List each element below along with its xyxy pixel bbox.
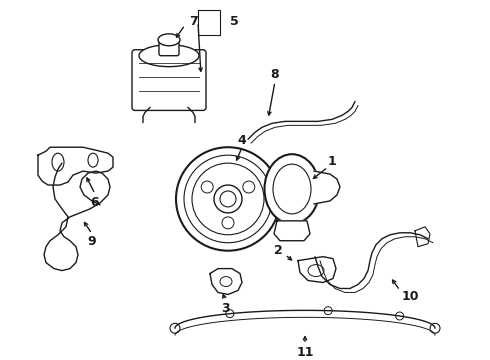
FancyBboxPatch shape	[159, 38, 179, 56]
Polygon shape	[274, 221, 310, 241]
Polygon shape	[210, 269, 242, 294]
Text: 5: 5	[230, 15, 238, 28]
Text: 8: 8	[270, 68, 279, 81]
Circle shape	[176, 147, 280, 251]
Circle shape	[226, 310, 234, 318]
Circle shape	[395, 312, 404, 320]
Polygon shape	[415, 227, 430, 247]
Circle shape	[220, 191, 236, 207]
Text: 3: 3	[220, 302, 229, 315]
Polygon shape	[298, 257, 336, 283]
Text: 1: 1	[328, 155, 336, 168]
Circle shape	[222, 217, 234, 229]
Circle shape	[430, 323, 440, 333]
Circle shape	[243, 181, 255, 193]
Polygon shape	[314, 171, 340, 204]
FancyBboxPatch shape	[132, 50, 206, 111]
Ellipse shape	[158, 34, 180, 46]
Ellipse shape	[139, 45, 199, 67]
Ellipse shape	[265, 154, 319, 224]
Text: 9: 9	[88, 235, 97, 248]
Polygon shape	[38, 147, 113, 185]
Text: 6: 6	[91, 197, 99, 210]
Text: 2: 2	[273, 244, 282, 257]
Circle shape	[214, 185, 242, 213]
Ellipse shape	[52, 153, 64, 171]
Text: 4: 4	[238, 134, 246, 147]
Circle shape	[170, 323, 180, 333]
Ellipse shape	[88, 153, 98, 167]
Text: 11: 11	[296, 346, 314, 359]
Text: 10: 10	[401, 290, 419, 303]
Text: 7: 7	[189, 15, 197, 28]
Circle shape	[201, 181, 213, 193]
Circle shape	[324, 307, 332, 315]
